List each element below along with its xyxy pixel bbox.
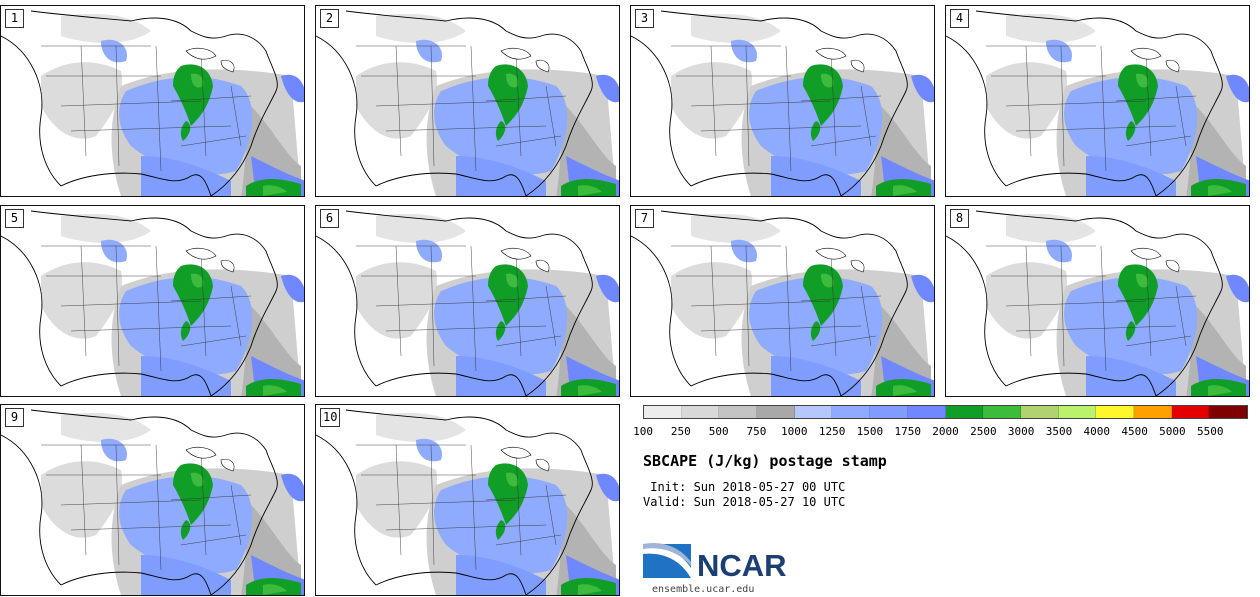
sbcape-map-image [1, 210, 304, 396]
sbcape-map-image [631, 210, 934, 396]
ensemble-member-map-1: 1 [0, 5, 305, 197]
colorbar-swatch [1171, 406, 1210, 418]
ncar-logo-icon [643, 542, 691, 578]
colorbar-tick: 4500 [1121, 425, 1148, 438]
colorbar-swatch [945, 406, 984, 418]
ensemble-member-map-4: 4 [945, 5, 1250, 197]
colorbar-swatch [757, 406, 795, 418]
logo-text: NCAR [697, 548, 787, 583]
colorbar-tick: 1000 [781, 425, 808, 438]
sbcape-map-image [316, 210, 619, 396]
colorbar-tick: 250 [670, 425, 691, 438]
colorbar-swatch [907, 406, 946, 418]
sbcape-map-image [316, 10, 619, 196]
colorbar-tick-labels: 100 250 500 750 1000 1250 1500 1750 2000 2500 3000… [633, 425, 1260, 439]
colorbar-swatch [983, 406, 1021, 418]
sbcape-map-image [946, 210, 1249, 396]
colorbar-tick: 3500 [1045, 425, 1073, 438]
colorbar-tick: 500 [708, 425, 729, 438]
colorbar-swatch [1020, 406, 1059, 418]
member-label: 4 [950, 9, 969, 28]
colorbar-tick: 5000 [1159, 425, 1186, 438]
colorbar-tick: 2500 [970, 425, 997, 438]
colorbar-swatch [1096, 406, 1134, 418]
valid-time: Valid: Sun 2018-05-27 10 UTC [643, 495, 846, 509]
ensemble-member-map-8: 8 [945, 205, 1250, 397]
colorbar-tick: 100 [633, 425, 653, 438]
colorbar-swatch [1133, 406, 1172, 418]
member-label: 6 [320, 209, 339, 228]
sbcape-map-image [1, 409, 304, 595]
colorbar-swatch [832, 406, 871, 418]
colorbar-tick: 4000 [1083, 425, 1111, 438]
colorbar-tick: 1250 [818, 425, 846, 438]
member-label: 7 [635, 209, 654, 228]
member-label: 2 [320, 9, 339, 28]
plot-title: SBCAPE (J/kg) postage stamp [643, 452, 887, 470]
member-label: 5 [5, 209, 24, 228]
colorbar-tick: 2000 [932, 425, 959, 438]
sbcape-colorbar [643, 405, 1248, 419]
colorbar-tick: 750 [746, 425, 767, 438]
init-time: Init: Sun 2018-05-27 00 UTC [643, 480, 846, 494]
member-label: 9 [5, 408, 24, 427]
sbcape-map-image [946, 10, 1249, 196]
colorbar-swatch [1209, 406, 1247, 418]
colorbar-swatch [719, 406, 758, 418]
member-label: 8 [950, 209, 969, 228]
colorbar-tick: 5500 [1196, 425, 1224, 438]
ensemble-member-map-5: 5 [0, 205, 305, 397]
colorbar-swatch [644, 406, 682, 418]
ensemble-member-map-7: 7 [630, 205, 935, 397]
colorbar-swatch [870, 406, 908, 418]
member-label: 1 [5, 9, 24, 28]
sbcape-map-image [1, 10, 304, 196]
sbcape-map-image [631, 10, 934, 196]
colorbar-swatch [681, 406, 720, 418]
colorbar-tick: 3000 [1007, 425, 1035, 438]
colorbar-tick: 1750 [894, 425, 921, 438]
colorbar-swatch [1058, 406, 1097, 418]
ensemble-member-map-2: 2 [315, 5, 620, 197]
ensemble-member-map-3: 3 [630, 5, 935, 197]
member-label: 3 [635, 9, 654, 28]
logo-url: ensemble.ucar.edu [652, 584, 755, 595]
colorbar-tick: 1500 [856, 425, 884, 438]
ensemble-member-map-6: 6 [315, 205, 620, 397]
member-label: 10 [320, 408, 341, 427]
sbcape-map-image [316, 409, 619, 595]
colorbar-swatch [794, 406, 833, 418]
ensemble-member-map-10: 10 [315, 404, 620, 596]
ensemble-member-map-9: 9 [0, 404, 305, 596]
